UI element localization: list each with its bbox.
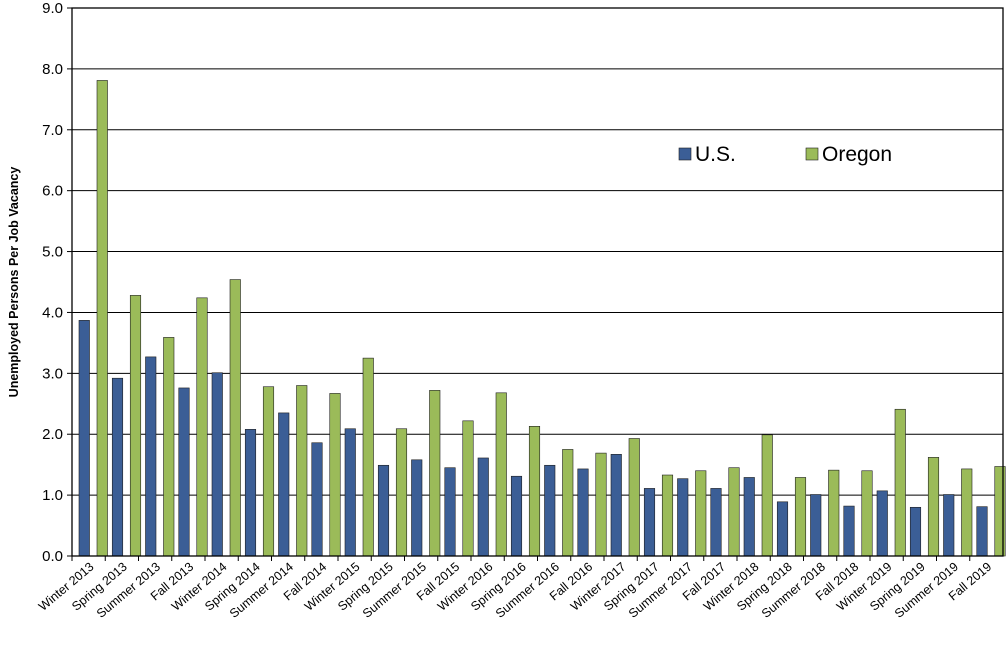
bar-oregon [661, 474, 674, 557]
bar-oregon [961, 468, 973, 557]
bar-us [544, 464, 556, 557]
legend-label-oregon: Oregon [822, 143, 892, 166]
bar-oregon [728, 467, 740, 557]
y-tick-label: 2.0 [42, 426, 63, 443]
bar-us [776, 501, 789, 557]
legend-swatch-oregon [805, 147, 819, 161]
bar-us [477, 457, 489, 557]
bar-us [377, 464, 390, 557]
bar-us [710, 488, 722, 557]
bar-oregon [129, 295, 142, 557]
bar-oregon [927, 457, 940, 557]
bars [78, 80, 1006, 557]
bar-oregon [163, 337, 175, 557]
y-tick-label: 9.0 [42, 0, 63, 17]
bar-us [810, 494, 822, 557]
bar-us [743, 477, 755, 557]
bar-us [211, 372, 223, 557]
bar-oregon [462, 420, 474, 557]
bar-oregon [395, 428, 408, 557]
bar-oregon [96, 80, 108, 557]
bar-us [876, 490, 888, 557]
y-tick-label: 0.0 [42, 548, 63, 565]
y-tick-label: 1.0 [42, 487, 63, 504]
y-tick-label: 5.0 [42, 244, 63, 261]
bar-us [178, 387, 190, 557]
bar-oregon [362, 357, 374, 557]
y-axis-label: Unemployed Persons Per Job Vacancy [7, 167, 21, 398]
gridlines [72, 7, 1003, 496]
bar-us [510, 475, 523, 557]
bar-us [677, 478, 689, 557]
bar-oregon [894, 408, 906, 557]
bar-us [244, 429, 257, 557]
legend-swatch-us [678, 147, 692, 161]
bar-us [311, 442, 323, 557]
y-tick-label: 7.0 [42, 122, 63, 139]
legend-label-us: U.S. [695, 143, 736, 166]
bar-oregon [528, 426, 541, 557]
bar-oregon [229, 279, 241, 557]
bar-oregon [329, 393, 341, 557]
bar-us [976, 506, 988, 557]
y-tick-label: 3.0 [42, 365, 63, 382]
bar-us [643, 488, 656, 557]
y-tick-label: 6.0 [42, 183, 63, 200]
bar-us [444, 467, 456, 557]
bar-us [610, 454, 622, 557]
bar-us [78, 320, 90, 557]
bar-us [145, 356, 157, 557]
bar-us [943, 494, 955, 557]
bar-oregon [495, 392, 507, 557]
bar-oregon [562, 449, 574, 557]
bar-us [577, 468, 589, 557]
bar-oregon [861, 470, 873, 557]
legend: U.S. Oregon [678, 143, 892, 166]
bar-oregon [994, 466, 1006, 557]
bar-oregon [296, 385, 308, 557]
y-tick-label: 4.0 [42, 304, 63, 321]
bar-us [909, 506, 922, 557]
bar-oregon [794, 477, 807, 557]
bar-oregon [262, 386, 275, 557]
bar-us [111, 377, 124, 557]
bar-us [843, 505, 855, 557]
y-tick-labels: 0.0 1.0 2.0 3.0 4.0 5.0 6.0 7.0 8.0 9.0 [42, 0, 63, 565]
bar-us [411, 459, 423, 557]
axes [67, 7, 1004, 561]
bar-oregon [429, 390, 441, 557]
bar-oregon [196, 297, 208, 557]
bar-oregon [761, 434, 773, 557]
bar-oregon [595, 452, 607, 557]
y-tick-label: 8.0 [42, 61, 63, 78]
bar-oregon [628, 438, 640, 557]
bar-us [344, 428, 356, 557]
bar-us [278, 412, 290, 557]
bar-oregon [828, 469, 840, 557]
bar-oregon [695, 470, 707, 557]
